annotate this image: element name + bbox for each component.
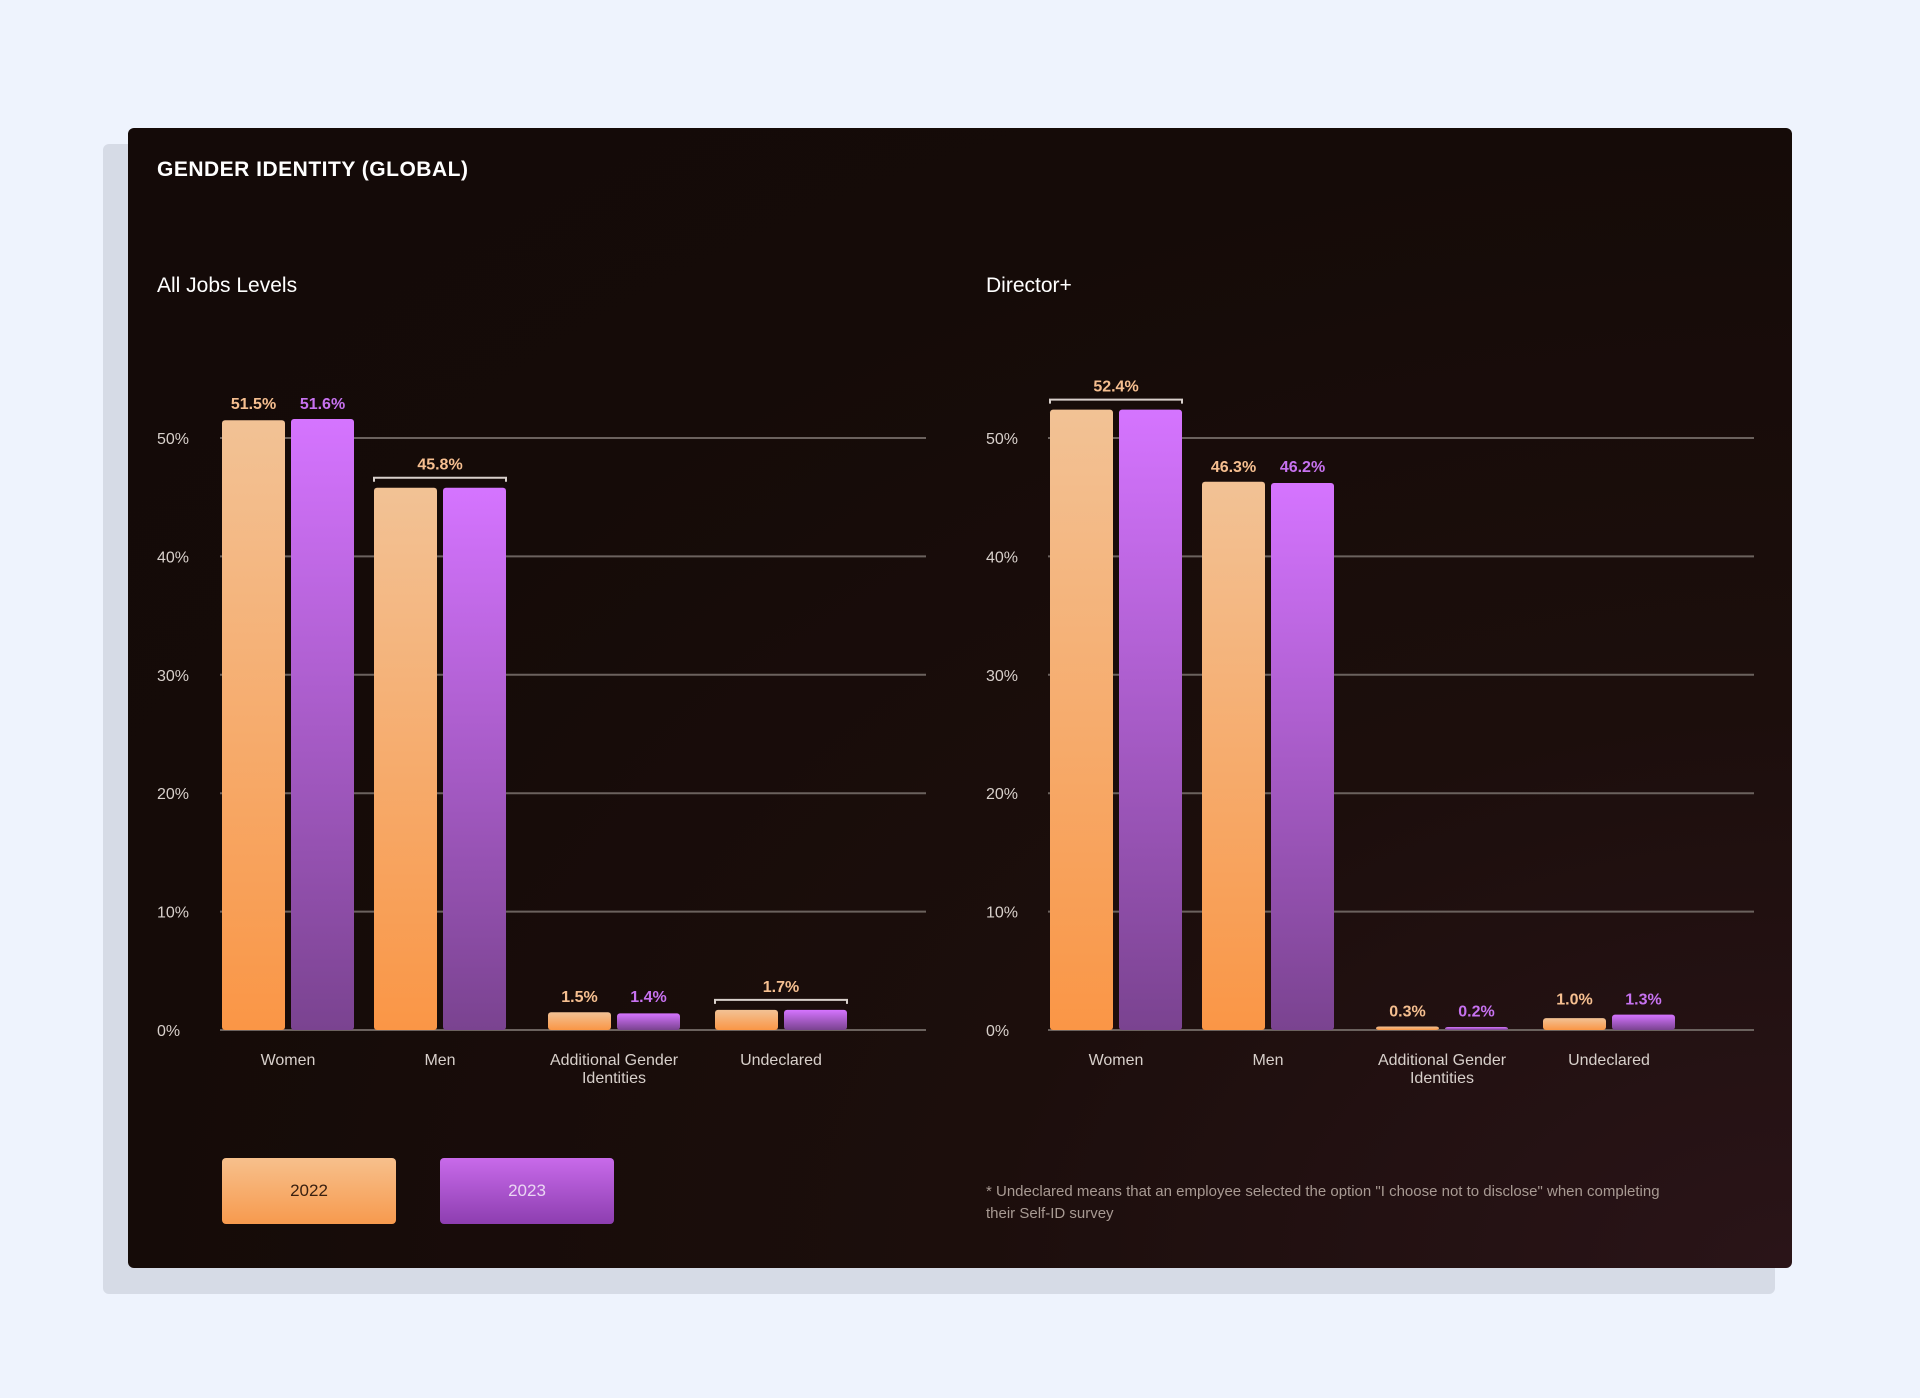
chart-title-all-job-levels: All Jobs Levels (157, 274, 298, 297)
y-tick-label-0-2: 20% (157, 786, 189, 803)
x-category-label-0-2-line2: Identities (582, 1070, 646, 1087)
legend-label-2022: 2022 (290, 1181, 328, 1200)
bar-0-2-2023 (617, 1013, 680, 1030)
x-category-label-0-3: Undeclared (740, 1052, 822, 1069)
x-category-label-1-2: Additional Gender (1378, 1052, 1507, 1069)
bar-1-3-2022 (1543, 1018, 1606, 1030)
data-label-1-2-0: 0.3% (1389, 1003, 1425, 1020)
y-tick-label-1-1: 10% (986, 905, 1018, 922)
y-tick-label-0-3: 30% (157, 668, 189, 685)
data-label-1-3-1: 1.3% (1625, 992, 1661, 1009)
bar-1-0-2022 (1050, 409, 1113, 1031)
data-label-1-1-0: 46.3% (1211, 459, 1256, 476)
data-label-0-3: 1.7% (763, 979, 799, 996)
data-label-0-0-1: 51.6% (300, 396, 345, 413)
bar-0-1-2023 (443, 487, 506, 1030)
bar-charts: 0% 10% 20% 30% 40% 50% Women 51.5% 51.6% Men 45.8%… (157, 379, 1754, 1087)
bar-1-3-2023 (1612, 1014, 1675, 1030)
y-tick-label-0-0: 0% (157, 1023, 180, 1040)
bar-0-3-2022 (715, 1009, 778, 1030)
y-tick-label-1-3: 30% (986, 668, 1018, 685)
y-tick-label-1-2: 20% (986, 786, 1018, 803)
x-category-label-1-3: Undeclared (1568, 1052, 1650, 1069)
bar-0-3-2023 (784, 1009, 847, 1030)
legend-item-2022[interactable]: 2022 (222, 1158, 396, 1224)
data-label-0-1: 45.8% (417, 457, 462, 474)
footnote: * Undeclared means that an employee sele… (986, 1183, 1660, 1222)
bar-1-1-2023 (1271, 482, 1334, 1030)
bar-0-0-2023 (291, 419, 354, 1030)
bar-1-0-2023 (1119, 409, 1182, 1031)
data-label-1-1-1: 46.2% (1280, 459, 1325, 476)
y-tick-label-1-0: 0% (986, 1023, 1009, 1040)
data-label-bracket-1-0 (1049, 398, 1183, 404)
x-category-label-1-0: Women (1089, 1052, 1144, 1069)
x-category-label-0-2: Additional Gender (550, 1052, 679, 1069)
card-title: GENDER IDENTITY (GLOBAL) (157, 158, 469, 181)
x-category-label-0-0: Women (261, 1052, 316, 1069)
data-label-0-2-1: 1.4% (630, 989, 666, 1006)
data-label-1-2-1: 0.2% (1458, 1003, 1494, 1020)
y-tick-label-1-5: 50% (986, 431, 1018, 448)
chart-card: GENDER IDENTITY (GLOBAL) All Jobs Levels… (128, 128, 1792, 1268)
data-label-bracket-0-1 (373, 476, 507, 482)
bar-1-1-2022 (1202, 481, 1265, 1031)
chart-title-director-plus: Director+ (986, 274, 1072, 297)
bar-0-1-2022 (374, 487, 437, 1030)
x-category-label-0-1: Men (424, 1052, 455, 1069)
bar-0-0-2022 (222, 420, 285, 1030)
data-label-0-2-0: 1.5% (561, 989, 597, 1006)
data-label-1-3-0: 1.0% (1556, 992, 1592, 1009)
data-label-1-0: 52.4% (1093, 379, 1138, 396)
bar-0-2-2022 (548, 1012, 611, 1030)
y-tick-label-0-1: 10% (157, 905, 189, 922)
y-tick-label-1-4: 40% (986, 549, 1018, 566)
bar-1-2-2022 (1376, 1026, 1439, 1030)
x-category-label-1-1: Men (1252, 1052, 1283, 1069)
bar-1-2-2023 (1445, 1027, 1508, 1030)
legend-item-2023[interactable]: 2023 (440, 1158, 614, 1224)
data-label-bracket-0-3 (714, 998, 848, 1004)
y-tick-label-0-5: 50% (157, 431, 189, 448)
x-category-label-1-2-line2: Identities (1410, 1070, 1474, 1087)
legend-label-2023: 2023 (508, 1181, 546, 1200)
data-label-0-0-0: 51.5% (231, 396, 276, 413)
y-tick-label-0-4: 40% (157, 549, 189, 566)
